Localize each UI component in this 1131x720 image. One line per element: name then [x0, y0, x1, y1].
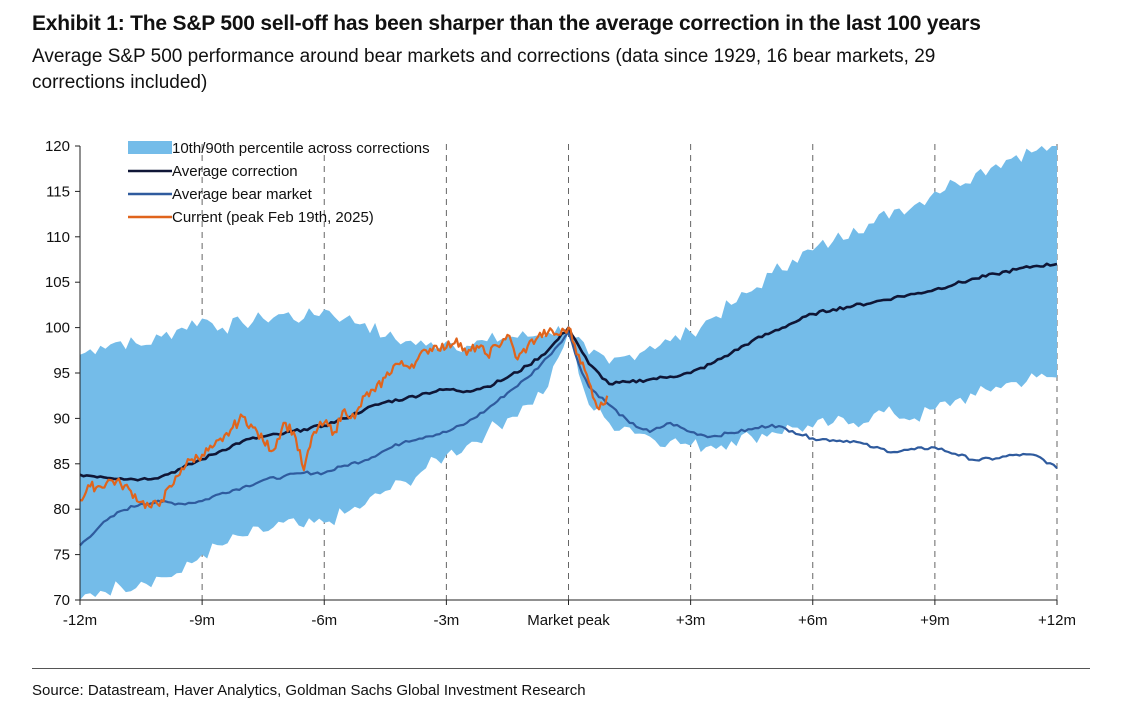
x-tick-label-market-peak: Market peak [527, 612, 610, 629]
x-tick-label--3m: -3m [433, 612, 459, 629]
legend-swatch-band [128, 141, 172, 154]
y-tick-label-90: 90 [53, 410, 70, 427]
y-tick-label-120: 120 [45, 138, 70, 155]
x-tick-label-plus3m: +3m [676, 612, 706, 629]
y-tick-label-80: 80 [53, 501, 70, 518]
y-tick-label-100: 100 [45, 320, 70, 337]
legend: 10th/90th percentile across corrections A… [128, 140, 430, 226]
legend-label-current: Current (peak Feb 19th, 2025) [172, 209, 374, 226]
y-tick-label-85: 85 [53, 456, 70, 473]
legend-label-band: 10th/90th percentile across corrections [172, 140, 430, 157]
y-tick-label-70: 70 [53, 592, 70, 609]
x-tick-label--6m: -6m [311, 612, 337, 629]
y-tick-label-110: 110 [46, 229, 70, 246]
y-axis: 70 75 80 85 90 95 100 105 110 115 120 [45, 138, 81, 609]
x-tick-label-plus12m: +12m [1038, 612, 1076, 629]
y-tick-label-105: 105 [45, 274, 70, 291]
current-line [79, 326, 609, 509]
x-tick-label--9m: -9m [189, 612, 215, 629]
x-tick-label-plus9m: +9m [920, 612, 950, 629]
legend-label-average-correction: Average correction [172, 163, 298, 180]
y-tick-label-95: 95 [53, 365, 70, 382]
x-tick-label--12m: -12m [63, 612, 97, 629]
series-layer [79, 262, 1058, 547]
y-tick-label-75: 75 [53, 547, 70, 564]
legend-label-average-bear-market: Average bear market [172, 186, 313, 203]
chart-subtitle: Average S&P 500 performance around bear … [32, 46, 936, 93]
average-bear-market-line [79, 331, 1058, 547]
chart-title: Exhibit 1: The S&P 500 sell-off has been… [32, 12, 981, 35]
x-tick-label-plus6m: +6m [798, 612, 828, 629]
source-note: Source: Datastream, Haver Analytics, Gol… [32, 682, 586, 699]
band-layer [80, 146, 1057, 600]
y-tick-label-115: 115 [46, 183, 70, 200]
percentile-band [80, 146, 1057, 600]
source-divider [32, 668, 1090, 669]
x-axis: -12m -9m -6m -3m Market peak +3m +6m +9m +12m [63, 599, 1076, 629]
